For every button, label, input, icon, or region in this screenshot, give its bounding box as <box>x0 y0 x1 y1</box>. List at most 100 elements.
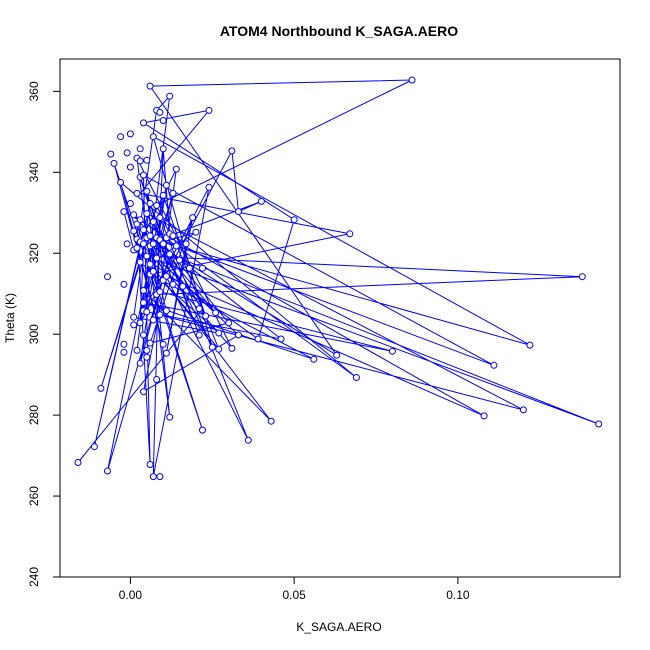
data-point <box>143 187 151 195</box>
data-point <box>136 145 144 153</box>
data-point <box>235 331 242 339</box>
data-point <box>146 339 154 347</box>
data-point <box>169 189 177 197</box>
data-point <box>136 319 144 327</box>
data-point <box>149 240 157 248</box>
data-point <box>130 313 138 321</box>
data-point <box>123 149 131 157</box>
data-point <box>179 282 187 290</box>
data-point <box>169 280 177 288</box>
data-point <box>162 349 170 357</box>
data-point <box>140 331 147 339</box>
data-point <box>120 280 128 288</box>
data-point <box>149 133 157 141</box>
data-point <box>333 351 341 359</box>
data-point <box>153 202 161 209</box>
y-tick-label: 260 <box>27 486 41 506</box>
data-point <box>143 252 151 260</box>
data-point <box>257 197 265 205</box>
data-point <box>146 232 154 240</box>
y-axis: 240 260 280 300 320 340 360 <box>27 81 61 587</box>
data-point <box>97 384 105 392</box>
series-line <box>77 79 599 477</box>
data-point <box>74 459 82 466</box>
data-point <box>199 264 206 272</box>
data-point <box>143 346 151 354</box>
data-point <box>104 273 111 281</box>
data-point <box>136 216 144 224</box>
data-point <box>159 191 167 199</box>
data-point <box>212 309 220 317</box>
y-tick-label: 360 <box>27 81 41 101</box>
data-point <box>225 319 233 327</box>
data-point <box>120 208 128 216</box>
data-point <box>140 226 147 234</box>
data-point <box>526 341 534 349</box>
data-point <box>199 426 206 434</box>
data-point <box>120 340 128 348</box>
data-point <box>490 361 498 369</box>
data-point <box>130 321 138 329</box>
data-point <box>126 163 134 171</box>
data-point <box>215 329 223 337</box>
data-point <box>290 216 298 224</box>
data-point <box>172 165 180 173</box>
data-point <box>156 214 164 222</box>
data-point <box>228 344 236 352</box>
data-point <box>578 273 586 281</box>
data-point <box>215 345 223 353</box>
data-point <box>162 181 170 189</box>
data-point <box>140 171 147 179</box>
data-point <box>104 467 111 475</box>
data-point <box>310 355 318 363</box>
data-point <box>117 178 125 186</box>
data-point <box>254 335 262 343</box>
data-point <box>205 106 213 114</box>
data-point <box>352 374 360 381</box>
data-point <box>156 288 164 296</box>
data-point <box>166 92 174 100</box>
x-axis: 0.00 0.05 0.10 <box>119 576 470 602</box>
data-point <box>120 348 128 356</box>
data-point <box>143 353 151 361</box>
data-point <box>130 227 138 235</box>
data-point <box>185 264 193 272</box>
data-point <box>182 240 190 248</box>
data-point <box>169 232 177 240</box>
data-point <box>143 156 151 164</box>
data-point <box>159 240 167 248</box>
data-point <box>117 133 125 141</box>
data-point <box>346 230 354 238</box>
data-point <box>107 150 115 158</box>
data-point <box>195 305 203 313</box>
plot-frame <box>59 58 621 578</box>
data-point <box>159 117 167 124</box>
data-point <box>149 473 157 481</box>
data-point <box>172 242 180 250</box>
data-point <box>192 228 200 236</box>
data-point <box>162 307 170 315</box>
data-point <box>136 157 144 165</box>
data-point <box>159 145 167 153</box>
data-point <box>235 208 242 216</box>
data-point <box>146 82 154 90</box>
data-point <box>519 406 527 414</box>
y-tick-label: 320 <box>27 243 41 263</box>
data-point <box>153 254 161 262</box>
data-point <box>153 376 161 383</box>
data-point <box>202 312 210 320</box>
x-axis-label: K_SAGA.AERO <box>296 620 381 634</box>
y-tick-label: 340 <box>27 162 41 182</box>
data-point <box>149 316 157 324</box>
data-point <box>133 346 141 354</box>
chart-title: ATOM4 Northbound K_SAGA.AERO <box>220 23 458 39</box>
data-point <box>277 335 285 343</box>
data-point <box>205 183 213 191</box>
x-tick-label: 0.00 <box>119 588 143 602</box>
data-point <box>408 76 416 84</box>
data-point <box>146 461 154 468</box>
y-axis-label: Theta (K) <box>3 293 17 343</box>
data-point <box>90 443 98 451</box>
data-point <box>480 412 488 420</box>
